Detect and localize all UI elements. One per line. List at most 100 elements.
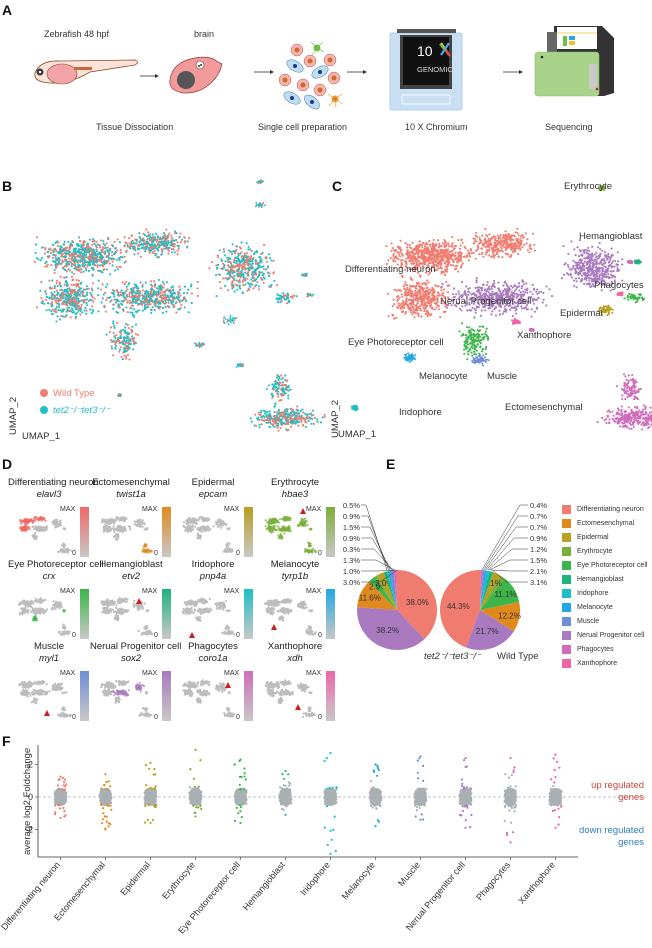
gene-point [505, 799, 508, 802]
legend-swatch [562, 575, 571, 584]
feature-gene: coro1a [198, 653, 228, 664]
feature-plot-ectomesenchymal: Ectomesenchymal twist1a MAX 0 [90, 477, 172, 557]
gene-point [558, 766, 561, 769]
gene-point [552, 757, 555, 760]
gene-point [99, 798, 103, 801]
legend-swatch [562, 617, 571, 626]
colorbar [244, 507, 253, 557]
pie-slice-label: 21.7% [476, 627, 499, 636]
feature-gene: sox2 [120, 653, 142, 664]
gene-point [331, 791, 335, 794]
gene-point [105, 820, 108, 823]
gene-point [372, 769, 375, 772]
gene-point [154, 805, 157, 809]
gene-point [420, 794, 423, 797]
gene-point [334, 789, 337, 792]
gene-point [550, 799, 553, 802]
gene-point [467, 800, 470, 803]
x-tick-label: Phagocytes [474, 859, 512, 902]
gene-point [192, 790, 195, 793]
cluster-label-epidermal: Epidermal [560, 308, 603, 319]
gene-point [199, 794, 202, 797]
gene-point [417, 777, 420, 780]
gene-point [507, 776, 511, 779]
gene-point [194, 793, 197, 796]
legend-swatch [562, 505, 571, 514]
arrow-icon [503, 70, 523, 74]
pie-wildtype-title: Wild Type [497, 651, 539, 662]
legend-label: Eye Photoreceptor cell [577, 562, 648, 569]
gene-point [470, 792, 473, 795]
gene-point [278, 797, 281, 800]
gene-point [374, 804, 377, 807]
gene-point [107, 797, 110, 800]
gene-point [413, 796, 416, 799]
feature-plot-xanthophore: Xanthophore xdh MAX 0 [254, 641, 336, 721]
gene-point [558, 788, 561, 791]
gene-point [465, 765, 468, 768]
marker-triangle-icon [271, 624, 277, 630]
gene-point [235, 803, 238, 806]
x-tick-label: Iridophore [298, 860, 332, 897]
gene-point [245, 802, 248, 805]
gene-point [332, 802, 335, 805]
pie-small-label: 1.5% [530, 556, 547, 565]
gene-point [195, 806, 198, 809]
cluster-label-differentiating-neuron: Differentiating neuron [345, 264, 436, 275]
gene-point [559, 795, 562, 798]
gene-point [198, 799, 201, 802]
pie-slice-label: 3.1% [484, 579, 502, 588]
gene-point [335, 787, 338, 790]
gene-point [374, 792, 377, 795]
gene-point [558, 816, 561, 819]
feature-umap [263, 597, 317, 636]
gene-point [101, 818, 105, 821]
gene-point [57, 803, 61, 806]
gene-point [244, 797, 247, 801]
gene-point [508, 798, 512, 801]
gene-point [560, 805, 563, 808]
gene-point [192, 804, 195, 807]
pie-slice-nerual-progenitor-cell [357, 607, 425, 650]
gene-point [197, 785, 200, 788]
gene-point [237, 789, 240, 793]
gene-point [280, 790, 283, 793]
gene-point [461, 809, 465, 812]
gene-point [103, 815, 106, 818]
gene-point [105, 815, 108, 818]
gene-point [557, 801, 560, 804]
sequencer-icon [534, 26, 614, 97]
gene-point [200, 807, 203, 811]
pie-small-label: 1.5% [343, 523, 360, 532]
gene-point [415, 789, 418, 792]
gene-point [109, 800, 112, 803]
pie-slice-nerual-progenitor-cell [466, 610, 514, 650]
gene-point [334, 849, 337, 853]
gene-point [379, 796, 382, 800]
legend-label: Muscle [577, 618, 600, 625]
gene-point [419, 790, 423, 793]
umap-c-x-axis-label: UMAP_1 [338, 429, 377, 440]
gene-point [466, 802, 469, 805]
pie-slice-melanocyte [387, 570, 397, 610]
gene-point [153, 798, 156, 801]
gene-point [98, 793, 101, 796]
gene-point [503, 805, 507, 808]
gene-point [197, 795, 200, 798]
x-tick-label: Xanthophore [516, 860, 557, 906]
feature-cell-type: Hemangioblast [99, 559, 163, 570]
pie-slice-differentiating-neuron [397, 570, 437, 640]
gene-point [189, 768, 192, 771]
colorbar [80, 507, 89, 557]
gene-point [554, 753, 557, 756]
gene-point [65, 783, 68, 786]
colorbar-zero-label: 0 [236, 714, 240, 721]
gene-point [235, 806, 238, 809]
gene-point [62, 784, 65, 787]
pie-legend-item: Hemangioblast [562, 575, 624, 584]
gene-point [280, 787, 284, 790]
gene-point [418, 806, 421, 809]
gene-point [329, 796, 332, 799]
gene-point [58, 807, 62, 810]
feature-gene: hbae3 [281, 489, 309, 500]
